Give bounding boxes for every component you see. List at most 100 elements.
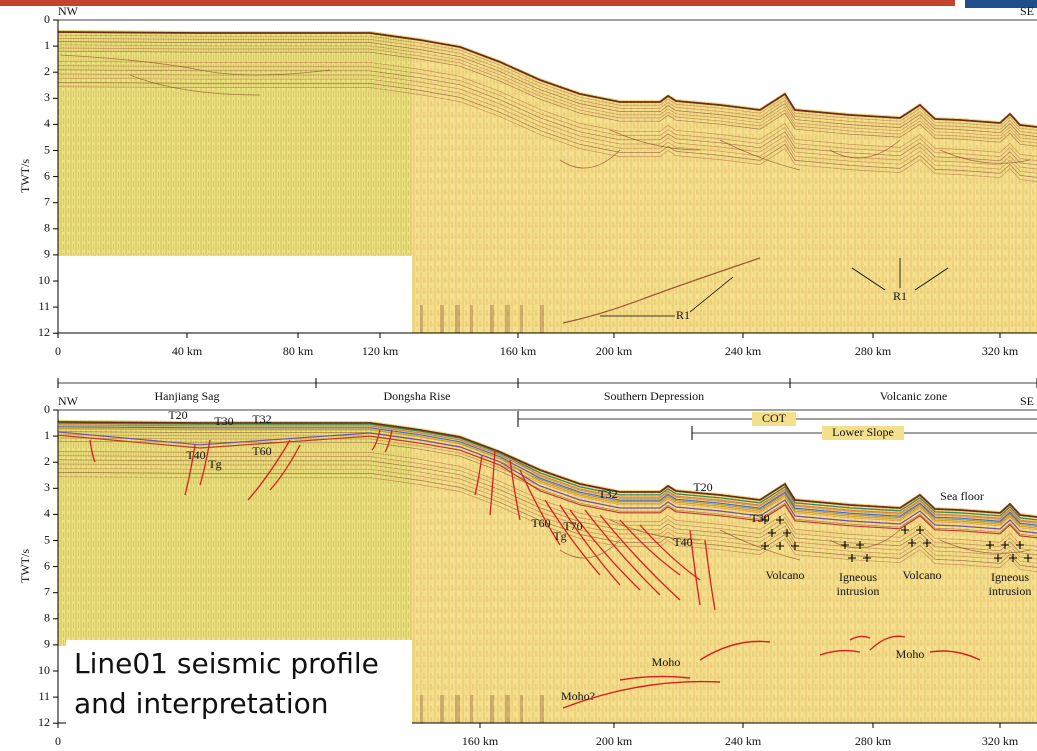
noise-stripe bbox=[520, 695, 523, 723]
x-tick-label: 0 bbox=[55, 344, 61, 358]
y-tick-label: 10 bbox=[38, 663, 50, 677]
interpretation-label: T30 bbox=[214, 414, 233, 428]
interpretation-label: Igneous bbox=[991, 570, 1029, 584]
interpretation-label: Moho bbox=[896, 647, 925, 661]
y-tick-label: 11 bbox=[38, 689, 50, 703]
interpretation-label: T40 bbox=[186, 448, 205, 462]
noise-stripe bbox=[440, 305, 444, 333]
noise-stripe bbox=[440, 695, 444, 723]
caption-line: and interpretation bbox=[74, 687, 329, 720]
noise-stripe bbox=[420, 695, 423, 723]
y-tick-label: 10 bbox=[38, 273, 50, 287]
interpretation-label: Moho? bbox=[561, 689, 595, 703]
x-tick-label: 240 km bbox=[725, 344, 762, 358]
noise-stripe bbox=[490, 695, 494, 723]
interpretation-label: intrusion bbox=[837, 584, 880, 598]
interpretation-label: Volcano bbox=[765, 568, 804, 582]
y-tick-label: 6 bbox=[44, 168, 50, 182]
y-tick-label: 11 bbox=[38, 299, 50, 313]
noise-stripe bbox=[520, 305, 523, 333]
interpretation-label: T60 bbox=[252, 444, 271, 458]
annotation: R1 bbox=[893, 289, 907, 303]
y-tick-label: 3 bbox=[44, 480, 50, 494]
y-tick-label: 0 bbox=[44, 12, 50, 26]
header-bar bbox=[0, 0, 955, 6]
direction-label: SE bbox=[1020, 4, 1034, 18]
y-tick-label: 6 bbox=[44, 558, 50, 572]
y-tick-label: 12 bbox=[38, 715, 50, 729]
y-tick-label: 9 bbox=[44, 637, 50, 651]
boundary-label: Lower Slope bbox=[832, 425, 894, 439]
noise-stripe bbox=[470, 695, 473, 723]
y-tick-label: 3 bbox=[44, 90, 50, 104]
noise-stripe bbox=[505, 305, 510, 333]
direction-label: SE bbox=[1020, 394, 1034, 408]
y-axis-label: TWT/s bbox=[18, 549, 32, 583]
seismic-data-left bbox=[58, 20, 412, 255]
y-tick-label: 4 bbox=[44, 116, 50, 130]
y-tick-label: 5 bbox=[44, 142, 50, 156]
y-tick-label: 8 bbox=[44, 221, 50, 235]
noise-stripe bbox=[540, 305, 544, 333]
annotation: R1 bbox=[676, 308, 690, 322]
y-tick-label: 2 bbox=[44, 64, 50, 78]
interpretation-label: Igneous bbox=[839, 570, 877, 584]
y-tick-label: 7 bbox=[44, 584, 50, 598]
y-tick-label: 1 bbox=[44, 428, 50, 442]
interpretation-label: T30 bbox=[750, 511, 769, 525]
x-tick-label: 200 km bbox=[596, 344, 633, 358]
interpretation-label: T32 bbox=[252, 412, 271, 426]
noise-stripe bbox=[490, 305, 494, 333]
interpretation-label: intrusion bbox=[989, 584, 1032, 598]
interpretation-label: T60 bbox=[531, 516, 550, 530]
y-tick-label: 8 bbox=[44, 611, 50, 625]
x-tick-label: 160 km bbox=[462, 734, 499, 748]
region-label: Southern Depression bbox=[604, 389, 704, 403]
noise-stripe bbox=[540, 695, 544, 723]
interpretation-label: Moho bbox=[652, 655, 681, 669]
x-tick-label: 200 km bbox=[596, 734, 633, 748]
region-label: Hanjiang Sag bbox=[155, 389, 220, 403]
direction-label: NW bbox=[58, 394, 79, 408]
direction-label: NW bbox=[58, 4, 79, 18]
noise-stripe bbox=[455, 305, 460, 333]
interpretation-label: T20 bbox=[693, 480, 712, 494]
interpretation-label: Tg bbox=[553, 529, 566, 543]
interpretation-label: T32 bbox=[598, 487, 617, 501]
y-tick-label: 9 bbox=[44, 247, 50, 261]
y-tick-label: 7 bbox=[44, 194, 50, 208]
x-tick-label: 40 km bbox=[172, 344, 203, 358]
x-tick-label: 320 km bbox=[982, 344, 1019, 358]
caption-line: Line01 seismic profile bbox=[74, 647, 379, 680]
interpretation-label: T40 bbox=[673, 535, 692, 549]
x-tick-label: 280 km bbox=[855, 344, 892, 358]
noise-stripe bbox=[505, 695, 510, 723]
region-label: Dongsha Rise bbox=[384, 389, 451, 403]
interpretation-label: Sea floor bbox=[940, 489, 984, 503]
x-tick-label: 160 km bbox=[500, 344, 537, 358]
y-tick-label: 4 bbox=[44, 506, 50, 520]
y-tick-label: 5 bbox=[44, 532, 50, 546]
noise-stripe bbox=[420, 305, 423, 333]
x-tick-label: 280 km bbox=[855, 734, 892, 748]
x-tick-label: 320 km bbox=[982, 734, 1019, 748]
y-tick-label: 2 bbox=[44, 454, 50, 468]
x-tick-label: 0 bbox=[55, 734, 61, 748]
y-axis-label: TWT/s bbox=[18, 159, 32, 193]
interpretation-label: Tg bbox=[208, 457, 221, 471]
x-tick-label: 120 km bbox=[362, 344, 399, 358]
noise-stripe bbox=[455, 695, 460, 723]
noise-stripe bbox=[470, 305, 473, 333]
no-data bbox=[58, 256, 412, 336]
y-tick-label: 12 bbox=[38, 325, 50, 339]
boundary-label: COT bbox=[762, 411, 787, 425]
x-tick-label: 240 km bbox=[725, 734, 762, 748]
seismic-panel bbox=[58, 15, 1037, 336]
region-label: Volcanic zone bbox=[880, 389, 947, 403]
y-tick-label: 1 bbox=[44, 38, 50, 52]
x-tick-label: 80 km bbox=[283, 344, 314, 358]
figure: 0123456789101112040 km80 km120 km160 km2… bbox=[0, 0, 1037, 751]
interpretation-label: Volcano bbox=[902, 568, 941, 582]
y-tick-label: 0 bbox=[44, 402, 50, 416]
